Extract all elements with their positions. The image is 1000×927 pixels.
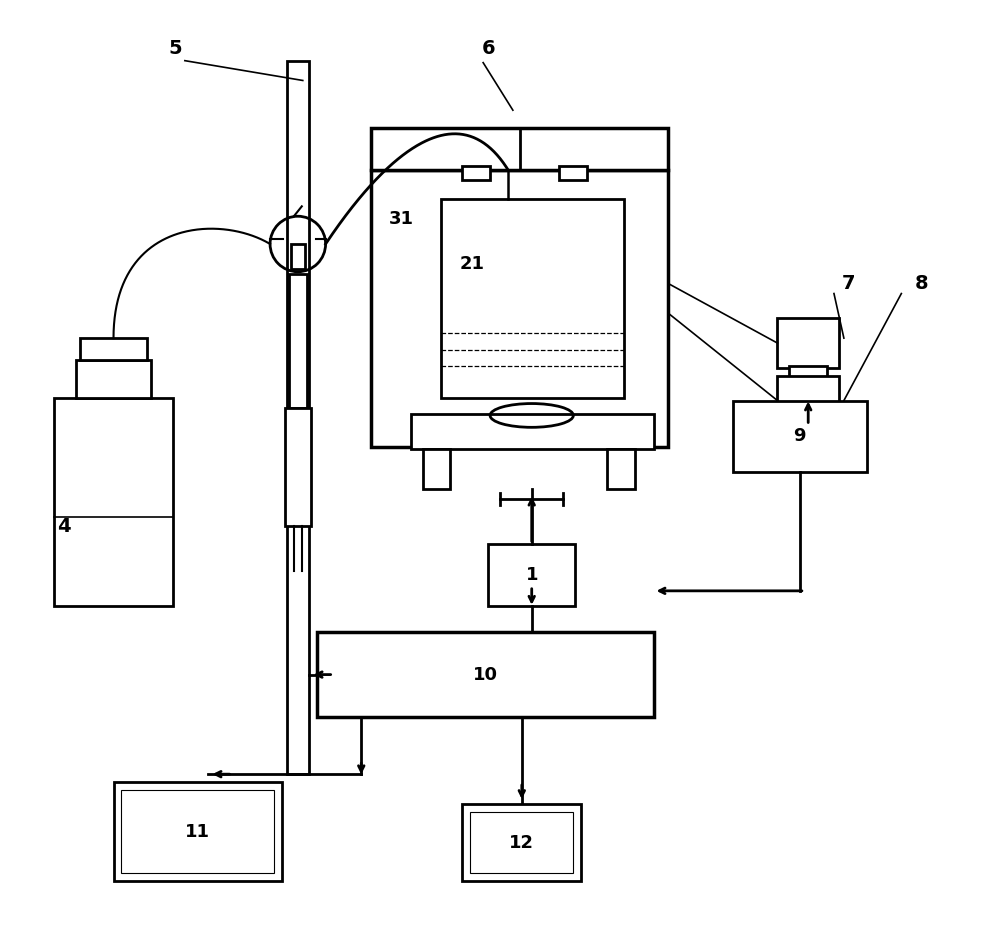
Text: 11: 11 [185, 822, 210, 841]
Bar [114, 782, 282, 882]
Text: 9: 9 [793, 427, 806, 445]
Bar [789, 425, 827, 441]
Text: 5: 5 [168, 39, 182, 58]
Bar [470, 812, 573, 873]
Bar [441, 199, 624, 398]
Bar [54, 398, 173, 605]
Text: 7: 7 [842, 274, 856, 293]
Text: 6: 6 [481, 39, 495, 58]
Text: 4: 4 [57, 517, 71, 536]
Bar [423, 449, 450, 489]
Bar [317, 632, 654, 717]
Text: 1: 1 [525, 566, 538, 584]
Bar [121, 790, 274, 873]
Bar [287, 60, 309, 774]
Bar [462, 166, 490, 180]
Text: 10: 10 [473, 667, 498, 684]
Bar [289, 273, 307, 408]
Text: 31: 31 [388, 210, 413, 228]
Bar [462, 804, 581, 882]
Bar [371, 128, 668, 170]
Bar [733, 400, 867, 472]
Bar [411, 414, 654, 449]
Bar [777, 375, 839, 425]
Bar [291, 244, 305, 269]
Bar [559, 166, 587, 180]
Text: 12: 12 [509, 833, 534, 852]
Bar [371, 170, 668, 447]
Bar [789, 366, 827, 382]
Text: 21: 21 [460, 255, 485, 273]
Bar [607, 449, 635, 489]
Text: 8: 8 [914, 274, 928, 293]
Bar [488, 544, 575, 605]
Bar [76, 360, 151, 398]
Bar [777, 318, 839, 368]
Bar [80, 338, 147, 360]
Bar [285, 408, 311, 527]
